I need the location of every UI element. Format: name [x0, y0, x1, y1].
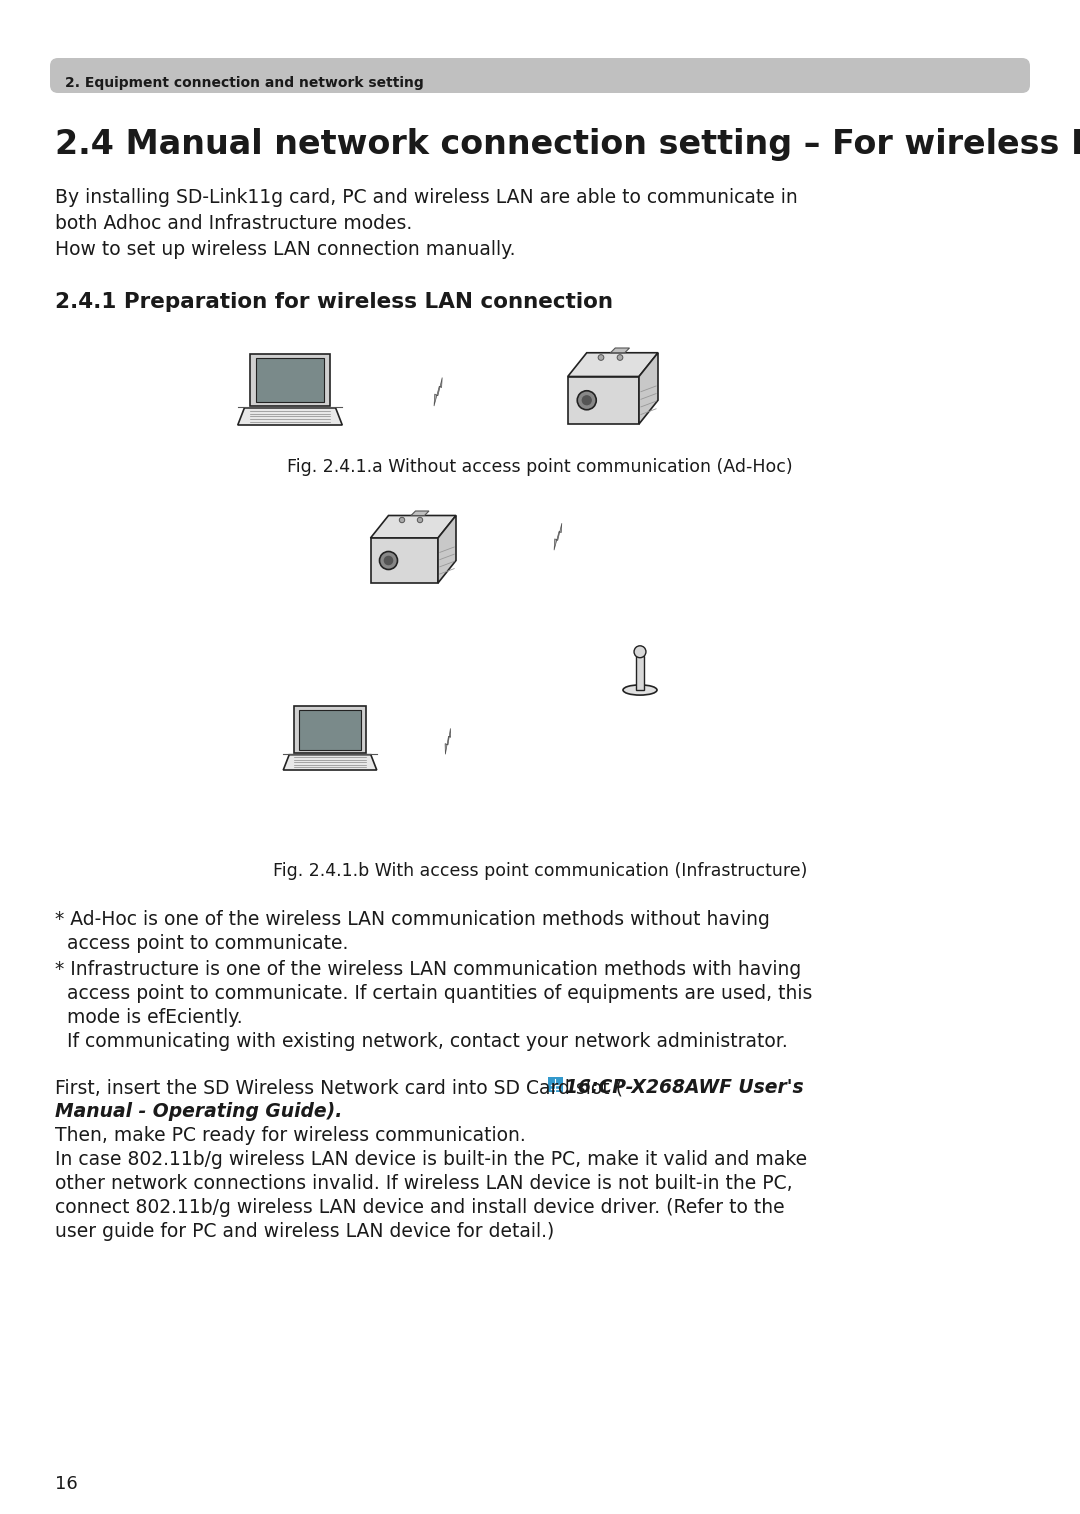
- Text: 16:CP-X268AWF User's: 16:CP-X268AWF User's: [565, 1078, 804, 1098]
- Circle shape: [581, 395, 593, 406]
- Circle shape: [400, 518, 405, 522]
- Polygon shape: [370, 537, 438, 583]
- Circle shape: [617, 354, 623, 360]
- Text: * Infrastructure is one of the wireless LAN communication methods with having: * Infrastructure is one of the wireless …: [55, 960, 801, 980]
- Polygon shape: [238, 407, 342, 425]
- Text: Manual - Operating Guide).: Manual - Operating Guide).: [55, 1102, 342, 1120]
- Polygon shape: [568, 353, 658, 377]
- Text: other network connections invalid. If wireless LAN device is not built-in the PC: other network connections invalid. If wi…: [55, 1173, 793, 1193]
- FancyBboxPatch shape: [548, 1076, 563, 1092]
- Text: 2.4 Manual network connection setting – For wireless LAN: 2.4 Manual network connection setting – …: [55, 129, 1080, 160]
- Text: 2. Equipment connection and network setting: 2. Equipment connection and network sett…: [65, 76, 423, 89]
- Text: If communicating with existing network, contact your network administrator.: If communicating with existing network, …: [55, 1033, 787, 1051]
- Polygon shape: [568, 377, 639, 424]
- Circle shape: [379, 551, 397, 569]
- Text: * Ad-Hoc is one of the wireless LAN communication methods without having: * Ad-Hoc is one of the wireless LAN comm…: [55, 910, 770, 930]
- Circle shape: [634, 646, 646, 657]
- Circle shape: [598, 354, 604, 360]
- Text: connect 802.11b/g wireless LAN device and install device driver. (Refer to the: connect 802.11b/g wireless LAN device an…: [55, 1198, 785, 1217]
- Text: How to set up wireless LAN connection manually.: How to set up wireless LAN connection ma…: [55, 241, 515, 259]
- Polygon shape: [411, 512, 429, 515]
- Polygon shape: [299, 710, 361, 749]
- Polygon shape: [294, 706, 366, 752]
- Text: Fig. 2.4.1.a Without access point communication (Ad-Hoc): Fig. 2.4.1.a Without access point commun…: [287, 459, 793, 475]
- Text: access point to communicate.: access point to communicate.: [55, 934, 349, 952]
- Polygon shape: [639, 353, 658, 424]
- Text: access point to communicate. If certain quantities of equipments are used, this: access point to communicate. If certain …: [55, 984, 812, 1002]
- Polygon shape: [636, 656, 645, 690]
- Polygon shape: [434, 377, 442, 406]
- Text: In case 802.11b/g wireless LAN device is built-in the PC, make it valid and make: In case 802.11b/g wireless LAN device is…: [55, 1151, 807, 1169]
- Text: By installing SD-Link11g card, PC and wireless LAN are able to communicate in: By installing SD-Link11g card, PC and wi…: [55, 188, 798, 207]
- Polygon shape: [438, 515, 456, 583]
- Text: Fig. 2.4.1.b With access point communication (Infrastructure): Fig. 2.4.1.b With access point communica…: [273, 861, 807, 880]
- Text: 2.4.1 Preparation for wireless LAN connection: 2.4.1 Preparation for wireless LAN conne…: [55, 292, 613, 312]
- Polygon shape: [610, 348, 630, 353]
- Text: both Adhoc and Infrastructure modes.: both Adhoc and Infrastructure modes.: [55, 213, 413, 233]
- Circle shape: [577, 391, 596, 410]
- Polygon shape: [554, 524, 562, 550]
- Text: user guide for PC and wireless LAN device for detail.): user guide for PC and wireless LAN devic…: [55, 1222, 554, 1241]
- Text: First, insert the SD Wireless Network card into SD Card slot (: First, insert the SD Wireless Network ca…: [55, 1078, 629, 1098]
- Polygon shape: [256, 357, 324, 403]
- Polygon shape: [283, 754, 377, 771]
- Text: Then, make PC ready for wireless communication.: Then, make PC ready for wireless communi…: [55, 1126, 526, 1145]
- Circle shape: [383, 556, 394, 566]
- Text: 16: 16: [55, 1475, 78, 1493]
- FancyBboxPatch shape: [50, 58, 1030, 92]
- Polygon shape: [251, 354, 329, 406]
- Polygon shape: [445, 728, 450, 754]
- Text: mode is efEciently.: mode is efEciently.: [55, 1008, 243, 1026]
- Circle shape: [417, 518, 422, 522]
- Polygon shape: [370, 515, 456, 537]
- Ellipse shape: [623, 684, 657, 695]
